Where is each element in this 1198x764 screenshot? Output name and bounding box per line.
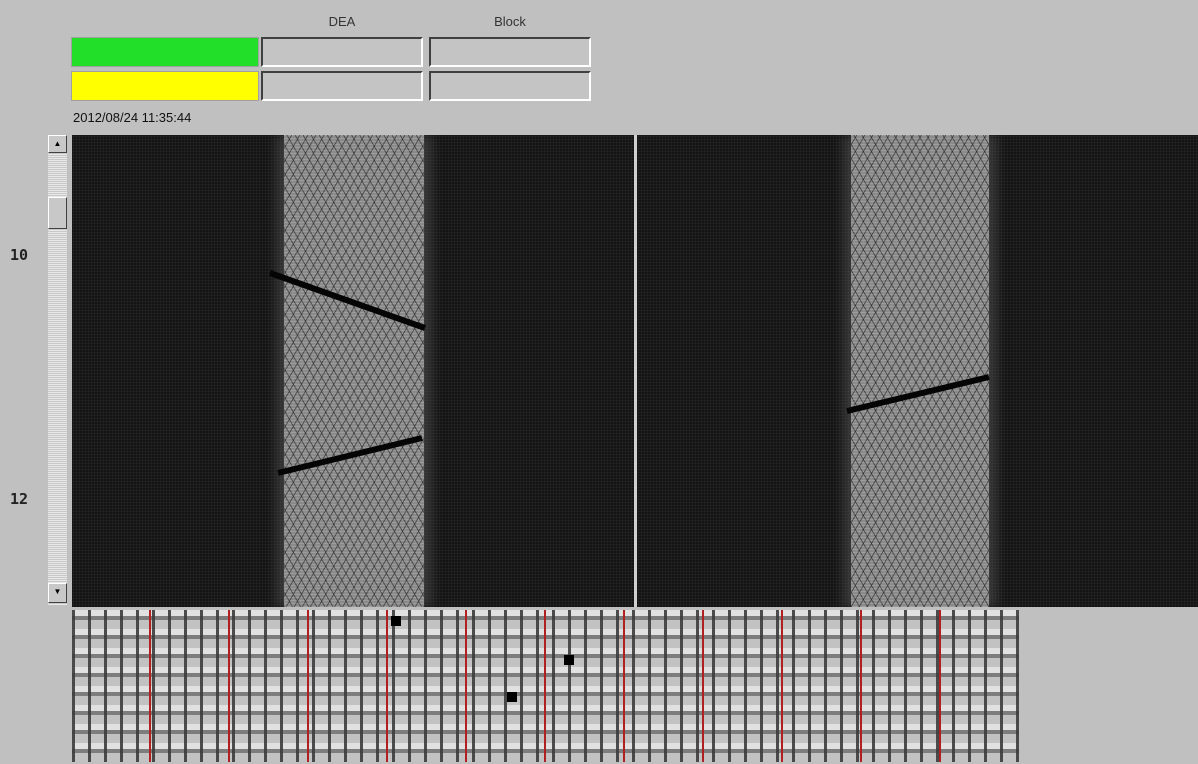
defect-lines-left [268,270,427,476]
block-field-1 [429,37,591,67]
defect-marker[interactable] [391,616,401,626]
marker-line [544,610,546,762]
dea-field-2 [261,71,423,101]
scroll-up-button[interactable]: ▲ [48,135,67,153]
row-label-10: 10 [10,246,29,264]
scan-panel-right[interactable] [637,135,1198,607]
defect-marker[interactable] [507,692,517,702]
scroll-thumb[interactable] [48,197,67,229]
scroll-down-button[interactable]: ▼ [48,583,67,603]
marker-line [465,610,467,762]
dea-field-1 [261,37,423,67]
marker-line [386,610,388,762]
timestamp: 2012/08/24 11:35:44 [73,110,192,125]
defect-marker[interactable] [564,655,574,665]
marker-line [702,610,704,762]
bottom-strip-view[interactable] [72,610,1019,762]
marker-line [860,610,862,762]
marker-line [781,610,783,762]
defect-line [268,270,427,331]
dea-column-header: DEA [328,14,356,29]
row-label-12: 12 [10,490,29,508]
marker-line [228,610,230,762]
defect-line [277,435,423,476]
scan-band-right [851,135,989,607]
scan-panel-left[interactable] [72,135,634,607]
panel-divider [634,135,637,607]
marker-line [149,610,151,762]
arrow-down-icon: ▼ [53,587,62,596]
marker-line [623,610,625,762]
marker-line [939,610,941,762]
arrow-up-icon: ▲ [53,139,62,148]
scan-band-left [284,135,424,607]
status-indicator-green [71,37,259,67]
defect-line [846,374,990,414]
defect-lines-right [846,374,990,414]
block-column-header: Block [494,14,526,29]
vertical-scrollbar[interactable] [48,135,67,605]
marker-line [307,610,309,762]
block-field-2 [429,71,591,101]
status-indicator-yellow [71,71,259,101]
